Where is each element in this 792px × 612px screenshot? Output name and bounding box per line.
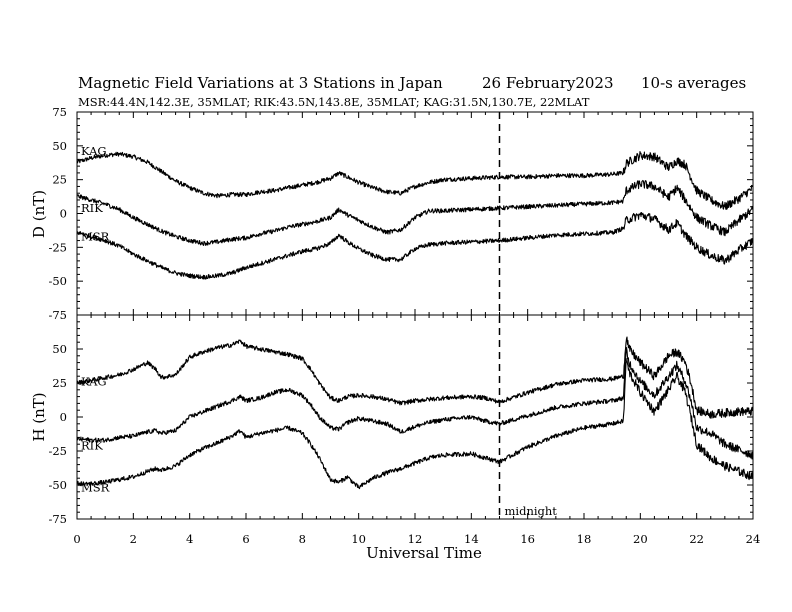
- x-tick-label: 0: [73, 532, 80, 546]
- x-tick-label: 22: [689, 532, 704, 546]
- y-tick-label: 75: [52, 105, 67, 119]
- midnight-label: midnight: [505, 504, 558, 518]
- y-tick-label: 0: [60, 207, 67, 221]
- x-tick-label: 2: [130, 532, 137, 546]
- x-tick-label: 18: [577, 532, 592, 546]
- x-tick-label: 12: [408, 532, 423, 546]
- y-tick-label: -50: [48, 274, 67, 288]
- x-tick-label: 4: [186, 532, 193, 546]
- y-tick-label: -75: [48, 512, 67, 526]
- y-tick-label: 50: [52, 342, 67, 356]
- x-tick-label: 20: [633, 532, 648, 546]
- chart-averaging: 10-s averages: [641, 74, 746, 92]
- panel-h-ylabel: H (nT): [30, 392, 48, 441]
- y-tick-label: -25: [48, 444, 67, 458]
- station-label-msr: MSR: [81, 230, 110, 244]
- series-line-kag: [76, 151, 754, 210]
- x-tick-label: 14: [464, 532, 479, 546]
- chart-subtitle: MSR:44.4N,142.3E, 35MLAT; RIK:43.5N,143.…: [78, 95, 590, 109]
- y-tick-label: 25: [52, 376, 67, 390]
- x-tick-label: 10: [351, 532, 366, 546]
- y-tick-label: 25: [52, 173, 67, 187]
- series-line-rik: [76, 347, 754, 460]
- station-label-kag: KAG: [81, 375, 107, 389]
- station-label-kag: KAG: [81, 144, 107, 158]
- panel-d-ylabel: D (nT): [30, 190, 48, 238]
- series-line-kag: [76, 336, 754, 419]
- x-tick-label: 24: [746, 532, 761, 546]
- series-line-rik: [76, 357, 754, 490]
- x-tick-label: 6: [242, 532, 249, 546]
- panel-d-frame: [76, 111, 754, 316]
- x-axis-label: Universal Time: [366, 544, 482, 562]
- station-label-rik: RIK: [81, 439, 103, 453]
- station-label-msr: MSR: [81, 481, 110, 495]
- y-tick-label: 0: [60, 410, 67, 424]
- y-tick-label: 50: [52, 139, 67, 153]
- panel-h-frame: [76, 314, 754, 520]
- y-tick-label: -25: [48, 240, 67, 254]
- series-line-msr: [76, 211, 754, 280]
- x-tick-label: 16: [520, 532, 535, 546]
- chart-date: 26 February2023: [482, 74, 614, 92]
- data-series: [76, 151, 754, 490]
- axis-ticks: [76, 111, 754, 520]
- tick-labels: 0 2 4 6 8 10 12 14 16 18 20 22 247550250-25-50-75KAG…: [48, 105, 760, 546]
- chart-title: Magnetic Field Variations at 3 Stations …: [78, 74, 443, 92]
- y-tick-label: -50: [48, 478, 67, 492]
- station-label-rik: RIK: [81, 201, 103, 215]
- series-line-rik: [76, 179, 754, 246]
- y-tick-label: -75: [48, 308, 67, 322]
- x-tick-label: 8: [299, 532, 306, 546]
